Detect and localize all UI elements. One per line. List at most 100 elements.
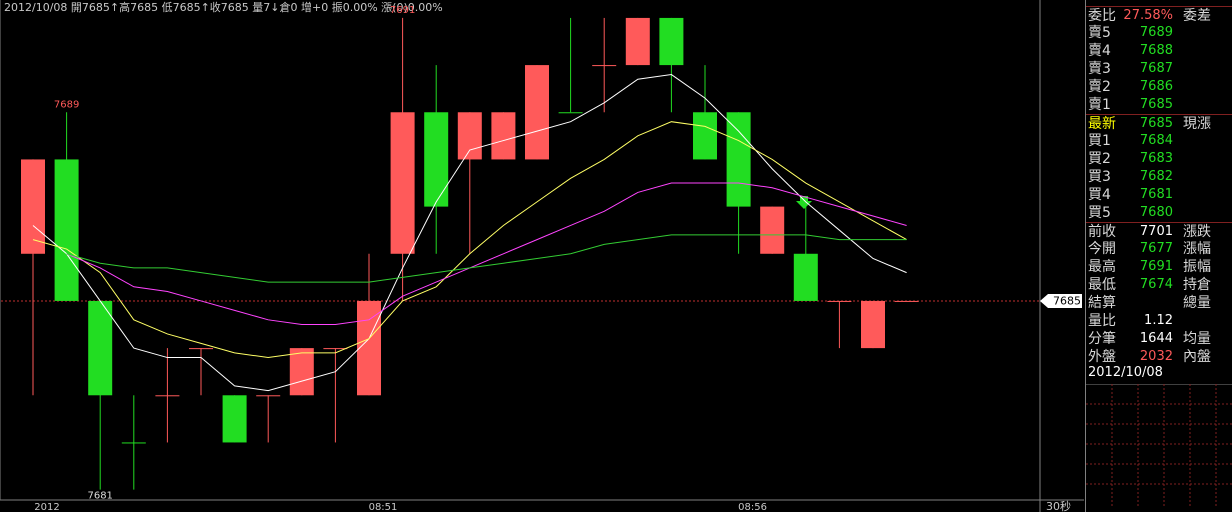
candle-body (222, 395, 247, 443)
quote-panel: 2012/10/08 委比 27.58% 委差 賣5 7689 賣4 7688 賣3 7687 賣… (1085, 0, 1232, 512)
quote-label-right: 內盤 (1183, 349, 1211, 365)
quote-label-right: 漲幅 (1183, 241, 1211, 257)
quote-label: 結算 (1088, 295, 1116, 311)
ma-line (32, 74, 907, 392)
ma-line (32, 121, 907, 359)
chart: 2012/10/08 開7685↑高7685 低7685↑收7685 量7↓倉0… (0, 0, 1084, 512)
quote-value: 1.12 (1144, 313, 1173, 328)
x-tick-label: 08:56 (738, 502, 767, 512)
quote-value: 7685 (1139, 97, 1173, 112)
candle-body (155, 395, 180, 397)
candle-body (357, 300, 381, 396)
quote-value: 7680 (1139, 205, 1173, 220)
quote-label-right: 振幅 (1183, 259, 1211, 275)
quote-label-right: 均量 (1183, 331, 1211, 347)
quote-row: 最高 7691 振幅 (1086, 258, 1232, 276)
signal-arrow (796, 196, 812, 209)
quote-row: 賣1 7685 (1086, 96, 1232, 114)
x-tick-label: 2012 (34, 502, 59, 512)
quote-row: 賣5 7689 (1086, 24, 1232, 42)
candle-body (726, 112, 751, 207)
quote-row: 買3 7682 (1086, 168, 1232, 186)
quote-label-right: 委差 (1183, 8, 1211, 24)
candle-body (693, 112, 717, 160)
candle-body (491, 112, 516, 160)
quote-value: 7689 (1139, 25, 1173, 40)
x-tick-label: 08:51 (369, 502, 398, 512)
header: 2012/10/08 開7685↑高7685 低7685↑收7685 量7↓倉0… (4, 0, 443, 14)
candle-body (760, 206, 785, 254)
quote-row: 買4 7681 (1086, 186, 1232, 204)
candle-body (625, 17, 650, 66)
extreme-label: 7691 (390, 5, 415, 16)
quote-value: 7683 (1139, 151, 1173, 166)
quote-value: 7685 (1139, 116, 1173, 131)
quote-row: 結算 總量 (1086, 294, 1232, 312)
quote-value: 7687 (1139, 61, 1173, 76)
quote-value: 7684 (1139, 133, 1173, 148)
candle-body (289, 348, 314, 396)
candle-body (457, 112, 482, 160)
candle-body (793, 253, 818, 301)
quote-label-right: 現漲 (1183, 116, 1211, 132)
candle-body (894, 300, 919, 302)
quote-label: 賣3 (1088, 61, 1111, 77)
candle-body (21, 159, 45, 254)
quote-label: 最高 (1088, 259, 1116, 275)
quote-label: 賣2 (1088, 79, 1111, 95)
quote-value: 7681 (1139, 187, 1173, 202)
quote-label: 賣4 (1088, 43, 1111, 59)
ma-line (66, 234, 907, 283)
quote-label-right: 漲跌 (1183, 224, 1211, 240)
quote-label: 賣5 (1088, 25, 1111, 41)
quote-label: 前收 (1088, 224, 1116, 240)
candle-body (525, 65, 549, 160)
last-price-tag (1040, 293, 1082, 308)
quote-value: 7682 (1139, 169, 1173, 184)
candle-body (659, 17, 684, 66)
quote-row: 賣4 7688 (1086, 42, 1232, 60)
quote-row: 賣2 7686 (1086, 78, 1232, 96)
panel-grid (1086, 384, 1232, 506)
quote-row: 前收 7701 漲跌 (1086, 222, 1232, 241)
candle-body (424, 112, 449, 207)
quote-row: 最低 7674 持倉 (1086, 276, 1232, 294)
quote-row: 量比 1.12 (1086, 312, 1232, 330)
quote-label: 今開 (1088, 241, 1116, 257)
quote-row: 外盤 2032 內盤 (1086, 348, 1232, 366)
quote-label: 委比 (1088, 8, 1116, 24)
quote-label: 外盤 (1088, 349, 1116, 365)
quote-value: 7701 (1139, 224, 1173, 239)
quote-row: 分筆 1644 均量 (1086, 330, 1232, 348)
ma-line (66, 182, 907, 326)
candle-body (54, 159, 79, 301)
extreme-label: 7689 (54, 99, 79, 110)
quote-row: 買2 7683 (1086, 150, 1232, 168)
quote-label: 買2 (1088, 151, 1111, 167)
quote-value: 7674 (1139, 277, 1173, 292)
quote-value: 7686 (1139, 79, 1173, 94)
quote-label-right: 持倉 (1183, 277, 1211, 293)
quote-row: 委比 27.58% 委差 (1086, 6, 1232, 25)
quote-label: 賣1 (1088, 97, 1111, 113)
last-price-label: 7685 (1053, 294, 1081, 307)
candle-body (88, 300, 113, 396)
candle-body (189, 348, 213, 350)
candle-body (323, 348, 348, 350)
quote-row: 最新 7685 現漲 (1086, 114, 1232, 133)
quote-value: 27.58% (1123, 8, 1173, 23)
quote-label: 買5 (1088, 205, 1111, 221)
candle-body (390, 112, 415, 254)
candle-body (827, 300, 852, 302)
quote-value: 7691 (1139, 259, 1173, 274)
candle-body (558, 112, 583, 114)
quote-row: 今開 7677 漲幅 (1086, 240, 1232, 258)
quote-label: 買4 (1088, 187, 1111, 203)
quote-label: 買1 (1088, 133, 1111, 149)
panel-date: 2012/10/08 (1088, 365, 1163, 380)
quote-label: 分筆 (1088, 331, 1116, 347)
quote-label: 最新 (1088, 116, 1116, 132)
quote-value: 7688 (1139, 43, 1173, 58)
quote-value: 7677 (1139, 241, 1173, 256)
